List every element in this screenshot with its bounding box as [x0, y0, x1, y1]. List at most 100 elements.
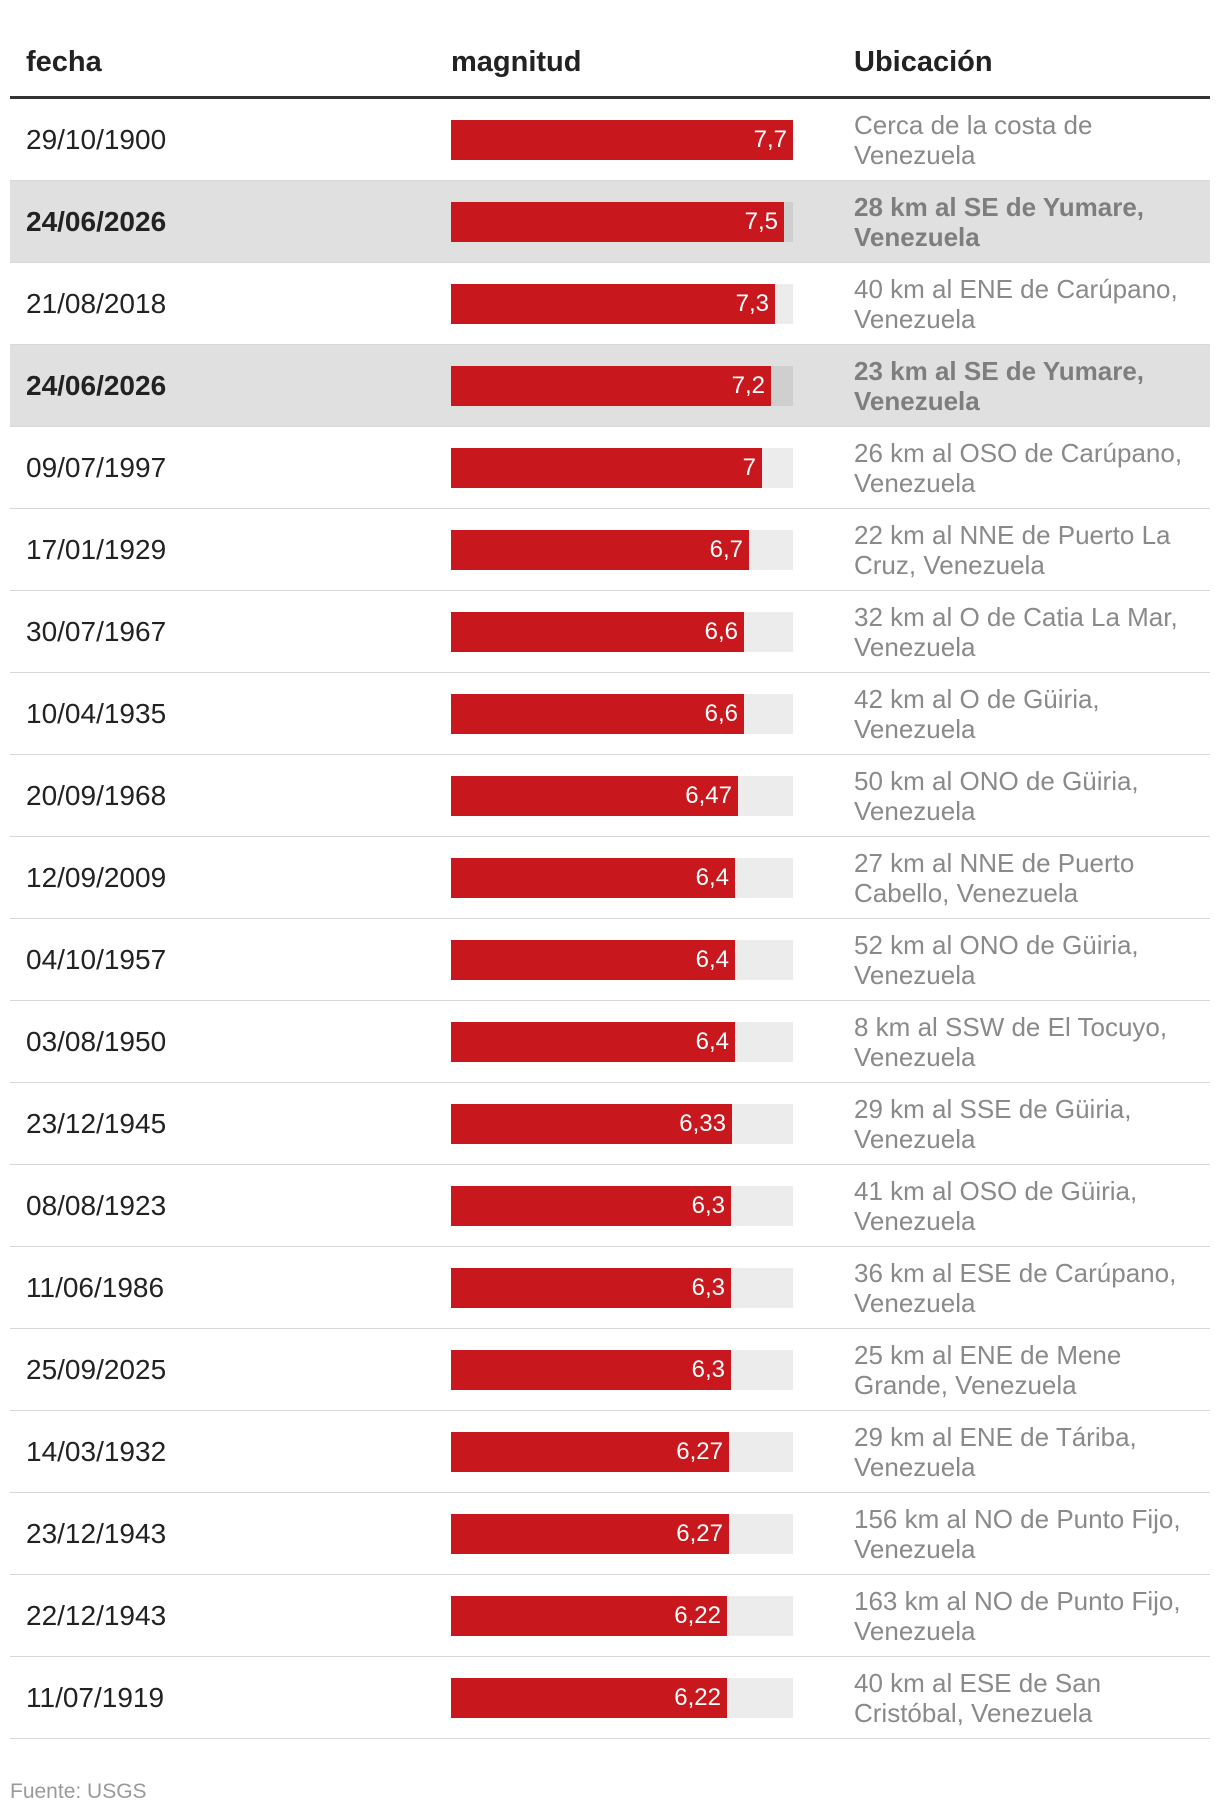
row-fecha: 11/07/1919: [26, 1682, 165, 1713]
row-ubicacion: 32 km al O de Catia La Mar, Venezuela: [854, 602, 1178, 662]
table-row: 08/08/1923 6,3 41 km al OSO de Güiria, Ven…: [10, 1165, 1210, 1247]
magnitude-value-label: 6,3: [691, 1274, 725, 1301]
magnitude-bar: 6,4: [451, 858, 735, 898]
magnitude-value-label: 7,3: [735, 290, 769, 317]
row-ubicacion: 36 km al ESE de Carúpano, Venezuela: [854, 1258, 1177, 1318]
magnitude-value-label: 6,27: [676, 1520, 723, 1547]
magnitude-track: 6,6: [451, 694, 793, 734]
row-ubicacion: 40 km al ENE de Carúpano, Venezuela: [854, 274, 1178, 334]
table-row: 12/09/2009 6,4 27 km al NNE de Puerto Cabe…: [10, 837, 1210, 919]
header-magnitud: magnitud: [451, 46, 582, 78]
magnitude-value-label: 7,5: [744, 208, 778, 235]
row-ubicacion: 163 km al NO de Punto Fijo, Venezuela: [854, 1586, 1181, 1646]
magnitude-value-label: 6,33: [679, 1110, 726, 1137]
row-ubicacion: 28 km al SE de Yumare, Venezuela: [854, 192, 1145, 252]
table-row: 03/08/1950 6,4 8 km al SSW de El Tocuyo, V…: [10, 1001, 1210, 1083]
magnitude-bar: 6,27: [451, 1514, 729, 1554]
magnitude-value-label: 6,7: [709, 536, 743, 563]
row-fecha: 12/09/2009: [26, 862, 167, 893]
row-ubicacion: 41 km al OSO de Güiria, Venezuela: [854, 1176, 1138, 1236]
magnitude-value-label: 7,7: [753, 126, 787, 153]
row-ubicacion: 156 km al NO de Punto Fijo, Venezuela: [854, 1504, 1181, 1564]
magnitude-bar: 6,47: [451, 776, 738, 816]
row-fecha: 11/06/1986: [26, 1272, 165, 1303]
magnitude-value-label: 6,22: [674, 1684, 721, 1711]
row-fecha: 17/01/1929: [26, 534, 167, 565]
magnitude-bar: 6,6: [451, 612, 744, 652]
row-ubicacion: 40 km al ESE de San Cristóbal, Venezuela: [854, 1668, 1102, 1728]
magnitude-bar: 6,33: [451, 1104, 732, 1144]
header-ubicacion: Ubicación: [854, 46, 993, 78]
row-ubicacion: 27 km al NNE de Puerto Cabello, Venezuel…: [854, 848, 1135, 908]
row-fecha: 21/08/2018: [26, 288, 167, 319]
table-row: 24/06/2026 7,2 23 km al SE de Yumare, Vene…: [10, 345, 1210, 427]
magnitude-track: 6,27: [451, 1432, 793, 1472]
table-header: fecha magnitud Ubicación: [10, 0, 1210, 99]
row-fecha: 30/07/1967: [26, 616, 167, 647]
magnitude-track: 6,6: [451, 612, 793, 652]
magnitude-track: 6,22: [451, 1678, 793, 1718]
magnitude-bar: 6,6: [451, 694, 744, 734]
magnitude-track: 6,3: [451, 1268, 793, 1308]
row-fecha: 14/03/1932: [26, 1436, 167, 1467]
magnitude-track: 6,22: [451, 1596, 793, 1636]
magnitude-value-label: 6,3: [691, 1192, 725, 1219]
table-row: 22/12/1943 6,22 163 km al NO de Punto Fijo…: [10, 1575, 1210, 1657]
table-row: 20/09/1968 6,47 50 km al ONO de Güiria, Ve…: [10, 755, 1210, 837]
row-fecha: 03/08/1950: [26, 1026, 167, 1057]
row-ubicacion: 29 km al ENE de Táriba, Venezuela: [854, 1422, 1137, 1482]
row-ubicacion: 29 km al SSE de Güiria, Venezuela: [854, 1094, 1132, 1154]
magnitude-track: 6,4: [451, 940, 793, 980]
row-fecha: 09/07/1997: [26, 452, 167, 483]
table-row: 14/03/1932 6,27 29 km al ENE de Táriba, Ve…: [10, 1411, 1210, 1493]
magnitude-track: 6,4: [451, 1022, 793, 1062]
magnitude-bar: 7,7: [451, 120, 793, 160]
magnitude-bar: 6,27: [451, 1432, 729, 1472]
magnitude-bar: 7,2: [451, 366, 771, 406]
row-fecha: 20/09/1968: [26, 780, 167, 811]
magnitude-bar: 6,22: [451, 1596, 727, 1636]
table-row: 11/07/1919 6,22 40 km al ESE de San Cristó…: [10, 1657, 1210, 1739]
magnitude-bar: 6,3: [451, 1186, 731, 1226]
table-row: 25/09/2025 6,3 25 km al ENE de Mene Grande…: [10, 1329, 1210, 1411]
row-ubicacion: 42 km al O de Güiria, Venezuela: [854, 684, 1100, 744]
magnitude-track: 6,47: [451, 776, 793, 816]
row-ubicacion: 52 km al ONO de Güiria, Venezuela: [854, 930, 1139, 990]
row-ubicacion: 23 km al SE de Yumare, Venezuela: [854, 356, 1145, 416]
magnitude-value-label: 6,4: [695, 946, 729, 973]
row-ubicacion: 26 km al OSO de Carúpano, Venezuela: [854, 438, 1183, 498]
magnitude-track: 6,3: [451, 1186, 793, 1226]
row-fecha: 23/12/1943: [26, 1518, 167, 1549]
magnitude-value-label: 6,4: [695, 864, 729, 891]
magnitude-bar: 6,4: [451, 940, 735, 980]
magnitude-track: 7: [451, 448, 793, 488]
table-row: 21/08/2018 7,3 40 km al ENE de Carúpano, V…: [10, 263, 1210, 345]
row-ubicacion: Cerca de la costa de Venezuela: [854, 110, 1093, 170]
table-row: 04/10/1957 6,4 52 km al ONO de Güiria, Ven…: [10, 919, 1210, 1001]
magnitude-value-label: 6,22: [674, 1602, 721, 1629]
magnitude-value-label: 7,2: [731, 372, 765, 399]
magnitude-value-label: 6,3: [691, 1356, 725, 1383]
magnitude-bar: 7,3: [451, 284, 775, 324]
table-row: 09/07/1997 7 26 km al OSO de Carúpano, Ven…: [10, 427, 1210, 509]
table-row: 29/10/1900 7,7 Cerca de la costa de Venezu…: [10, 99, 1210, 181]
table-row: 11/06/1986 6,3 36 km al ESE de Carúpano, V…: [10, 1247, 1210, 1329]
magnitude-track: 6,27: [451, 1514, 793, 1554]
magnitude-bar: 6,4: [451, 1022, 735, 1062]
magnitude-value-label: 6,6: [704, 618, 738, 645]
row-fecha: 23/12/1945: [26, 1108, 167, 1139]
row-fecha: 24/06/2026: [26, 206, 167, 237]
header-fecha: fecha: [26, 46, 102, 78]
row-fecha: 10/04/1935: [26, 698, 167, 729]
magnitude-track: 7,7: [451, 120, 793, 160]
row-ubicacion: 8 km al SSW de El Tocuyo, Venezuela: [854, 1012, 1168, 1072]
magnitude-bar: 6,7: [451, 530, 749, 570]
magnitude-value-label: 7: [742, 454, 756, 481]
table-row: 10/04/1935 6,6 42 km al O de Güiria, Venez…: [10, 673, 1210, 755]
magnitude-value-label: 6,47: [685, 782, 732, 809]
magnitude-track: 6,33: [451, 1104, 793, 1144]
magnitude-track: 7,2: [451, 366, 793, 406]
table-row: 23/12/1943 6,27 156 km al NO de Punto Fijo…: [10, 1493, 1210, 1575]
magnitude-value-label: 6,4: [695, 1028, 729, 1055]
magnitude-bar: 7: [451, 448, 762, 488]
